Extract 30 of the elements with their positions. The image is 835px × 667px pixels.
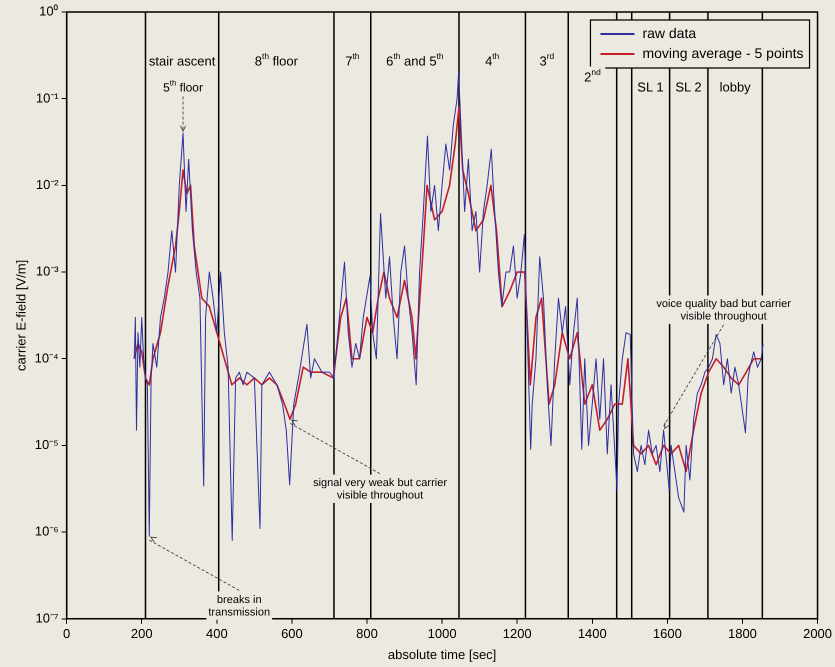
y-tick-label: 10⁻³ [36, 264, 60, 279]
y-tick-label: 10⁻⁵ [34, 437, 59, 452]
ref-line-label: lobby [720, 80, 752, 95]
x-tick-label: 1400 [578, 626, 607, 642]
ref-line-label: SL 1 [637, 80, 664, 95]
x-tick-label: 2000 [803, 626, 832, 642]
x-tick-label: 600 [281, 626, 303, 642]
x-tick-label: 400 [206, 626, 228, 642]
y-tick-label: 10⁻⁶ [34, 524, 59, 539]
y-tick-label: 10⁻⁴ [34, 350, 59, 366]
y-tick-label: 10⁻⁷ [35, 610, 59, 626]
y-tick-label: 10⁰ [39, 4, 59, 19]
x-tick-label: 1000 [428, 626, 457, 642]
x-tick-label: 1200 [502, 626, 532, 642]
legend-label: raw data [642, 24, 696, 41]
y-tick-label: 10⁻² [36, 176, 60, 192]
x-tick-label: 1600 [652, 626, 682, 642]
y-axis-title: carrier E-field [V/m] [13, 260, 28, 372]
x-tick-label: 200 [130, 626, 153, 642]
ref-line-label: stair ascent [148, 54, 216, 69]
ref-line-label: SL 2 [675, 80, 702, 95]
annotation: voice quality bad but carrier visible throughout [656, 298, 792, 323]
x-tick-label: 1800 [728, 626, 757, 642]
legend-label: moving average - 5 points [642, 44, 804, 61]
x-axis-title: absolute time [sec] [388, 646, 496, 662]
x-tick-label: 800 [356, 626, 378, 642]
annotation: signal very weak but carrier visible throughout [313, 477, 448, 502]
y-tick-label: 10⁻¹ [36, 90, 60, 106]
annotation: breaks in transmission [208, 594, 270, 618]
x-tick-label: 0 [63, 626, 70, 642]
